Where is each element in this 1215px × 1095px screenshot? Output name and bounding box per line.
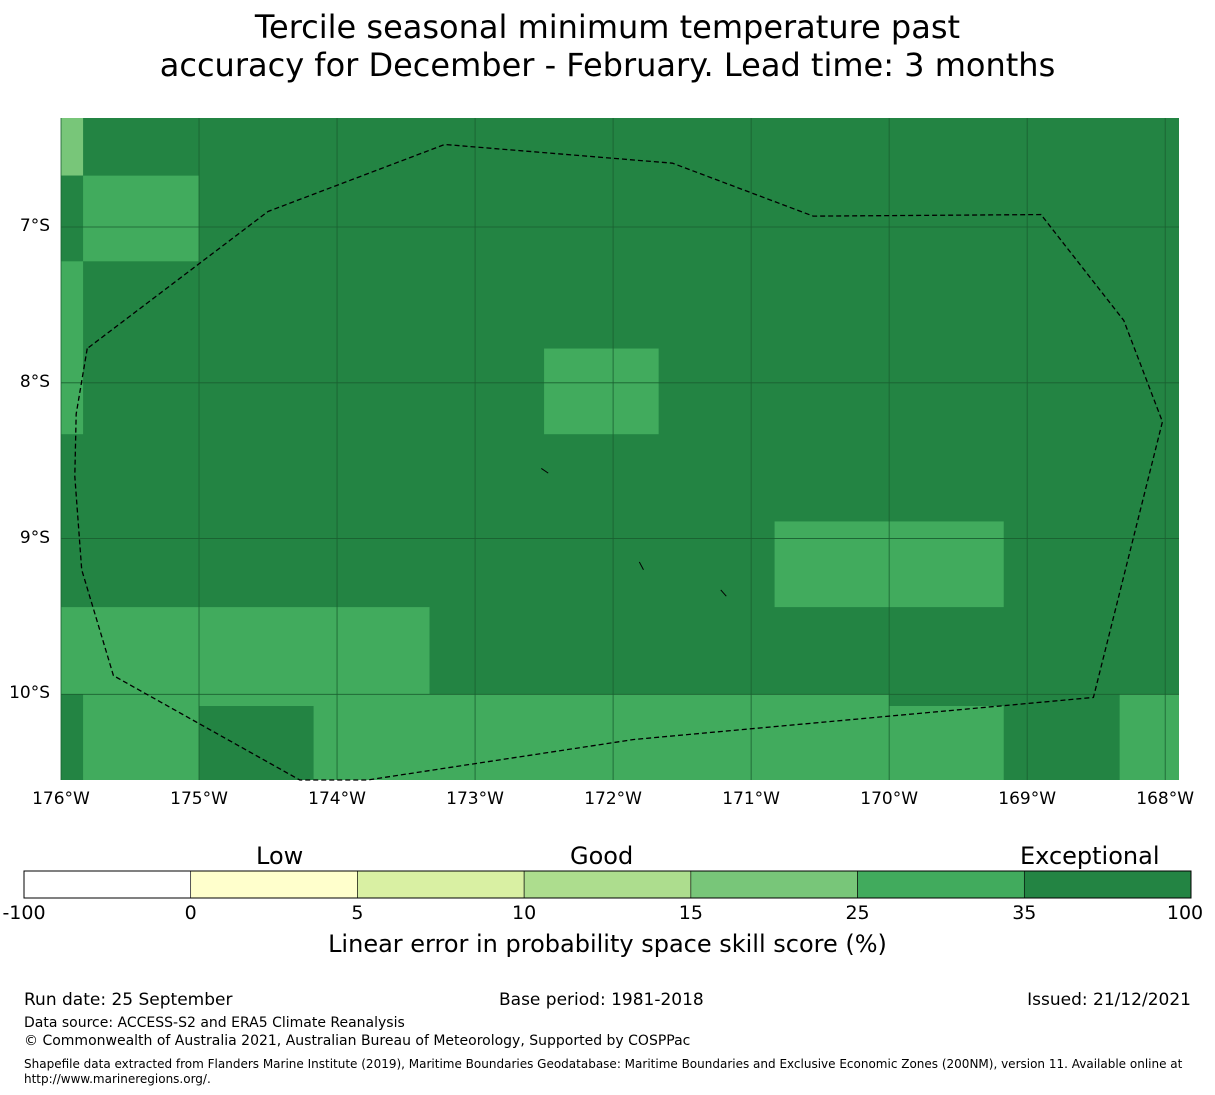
data-source: Data source: ACCESS-S2 and ERA5 Climate … — [24, 1015, 405, 1031]
colorbar-bin — [23, 870, 192, 899]
colorbar-bin — [690, 870, 858, 899]
colorbar-bin — [857, 870, 1025, 899]
chart-title-line-1: Tercile seasonal minimum temperature pas… — [254, 8, 961, 46]
category-exceptional: Exceptional — [1020, 842, 1160, 870]
category-low: Low — [256, 842, 304, 870]
colorbar-tick-label: 15 — [678, 902, 703, 924]
shapefile-credit-line-2: http://www.marineregions.org/. — [24, 1072, 211, 1086]
islands — [541, 468, 727, 597]
skill-cell — [61, 118, 84, 176]
skill-cell — [61, 694, 84, 780]
colorbar-tick-label: 10 — [512, 902, 537, 924]
issued-date: Issued: 21/12/2021 — [1027, 990, 1191, 1010]
skill-cell — [61, 607, 430, 695]
skill-cell — [61, 261, 84, 435]
skill-cell — [889, 706, 1004, 780]
longitude-label: 174°W — [308, 789, 366, 809]
colorbar-tick-label: 5 — [351, 902, 364, 924]
island — [720, 589, 727, 597]
chart-title-line-2: accuracy for December - February. Lead t… — [159, 46, 1056, 84]
colorbar-frame — [23, 870, 1192, 899]
skill-cell — [544, 348, 659, 435]
latitude-label: 9°S — [19, 527, 50, 548]
base-period: Base period: 1981-2018 — [499, 990, 704, 1010]
colorbar-bin — [1023, 870, 1192, 899]
latitude-label: 8°S — [19, 371, 50, 392]
graticule — [60, 118, 1179, 780]
colorbar-tick-label: 100 — [1166, 902, 1204, 924]
colorbar-tick-label: 0 — [184, 902, 197, 924]
category-good: Good — [570, 842, 634, 870]
skill-cell — [1119, 694, 1179, 780]
colorbar-tick-label: -100 — [2, 902, 46, 924]
colorbar-bin — [357, 870, 525, 899]
latitude-label: 7°S — [19, 216, 50, 237]
colorbar-title: Linear error in probability space skill … — [328, 930, 887, 958]
longitude-label: 168°W — [1136, 789, 1195, 809]
shapefile-credit-line-1: Shapefile data extracted from Flanders M… — [24, 1057, 1183, 1071]
longitude-label: 175°W — [170, 789, 228, 809]
copyright: © Commonwealth of Australia 2021, Austra… — [24, 1033, 691, 1049]
colorbar-tick-label: 25 — [845, 902, 870, 924]
longitude-label: 170°W — [860, 789, 919, 809]
longitude-label: 172°W — [584, 789, 642, 809]
longitude-label: 171°W — [722, 789, 780, 809]
colorbar-bin — [523, 870, 692, 899]
latitude-label: 10°S — [9, 683, 50, 704]
skill-map — [60, 118, 1179, 781]
eez-boundary — [74, 143, 1164, 781]
island — [638, 561, 644, 570]
longitude-label: 169°W — [998, 789, 1057, 809]
island — [541, 468, 549, 474]
colorbar-bin — [190, 870, 358, 899]
colorbar-tick-label: 35 — [1012, 902, 1037, 924]
skill-cell — [83, 175, 200, 262]
skill-cell — [199, 706, 314, 780]
longitude-label: 173°W — [446, 789, 504, 809]
longitude-label: 176°W — [32, 789, 90, 809]
colorbar — [23, 870, 1192, 899]
skill-cell — [61, 175, 84, 262]
run-date: Run date: 25 September — [24, 990, 233, 1010]
